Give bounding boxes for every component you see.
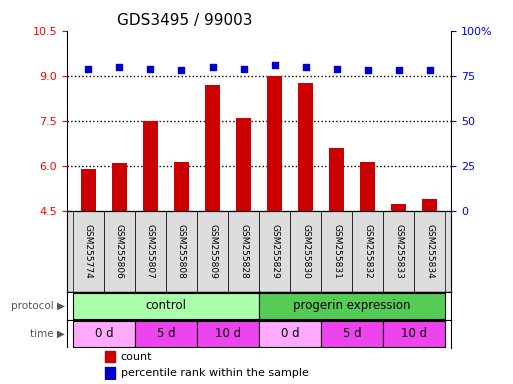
Text: GSM255832: GSM255832	[363, 223, 372, 278]
FancyBboxPatch shape	[197, 212, 228, 292]
Point	[177, 68, 186, 74]
Text: GSM255807: GSM255807	[146, 223, 155, 278]
Text: GSM255774: GSM255774	[84, 223, 93, 278]
FancyBboxPatch shape	[166, 212, 197, 292]
Text: time ▶: time ▶	[30, 329, 65, 339]
Point	[364, 68, 372, 74]
Text: GDS3495 / 99003: GDS3495 / 99003	[116, 13, 252, 28]
Point	[302, 64, 310, 70]
Text: GSM255831: GSM255831	[332, 223, 341, 278]
FancyBboxPatch shape	[290, 212, 321, 292]
Text: GSM255830: GSM255830	[301, 223, 310, 278]
Text: GSM255806: GSM255806	[115, 223, 124, 278]
FancyBboxPatch shape	[321, 321, 383, 347]
Bar	[112, 163, 127, 347]
Text: GSM255829: GSM255829	[270, 223, 279, 278]
Point	[115, 64, 124, 70]
Text: percentile rank within the sample: percentile rank within the sample	[121, 368, 308, 378]
Bar	[205, 85, 220, 347]
Bar	[267, 76, 282, 347]
Bar	[81, 169, 96, 347]
Text: 0 d: 0 d	[94, 328, 113, 341]
Bar	[105, 367, 115, 379]
Text: 0 d: 0 d	[281, 328, 300, 341]
Bar	[360, 162, 376, 347]
Text: control: control	[146, 300, 187, 312]
Bar	[391, 204, 406, 347]
Text: GSM255834: GSM255834	[425, 223, 434, 278]
Bar	[174, 162, 189, 347]
Text: progerin expression: progerin expression	[293, 300, 411, 312]
Text: GSM255828: GSM255828	[239, 223, 248, 278]
FancyBboxPatch shape	[352, 212, 383, 292]
FancyBboxPatch shape	[383, 212, 414, 292]
Text: GSM255808: GSM255808	[177, 223, 186, 278]
FancyBboxPatch shape	[73, 293, 259, 318]
Bar	[329, 148, 344, 347]
FancyBboxPatch shape	[135, 212, 166, 292]
Text: 10 d: 10 d	[401, 328, 427, 341]
Bar	[236, 118, 251, 347]
FancyBboxPatch shape	[321, 212, 352, 292]
FancyBboxPatch shape	[197, 321, 259, 347]
Bar	[422, 199, 438, 347]
FancyBboxPatch shape	[104, 212, 135, 292]
Text: protocol ▶: protocol ▶	[11, 301, 65, 311]
FancyBboxPatch shape	[259, 293, 445, 318]
Point	[426, 68, 434, 74]
Text: GSM255833: GSM255833	[394, 223, 403, 278]
Bar	[298, 83, 313, 347]
FancyBboxPatch shape	[259, 212, 290, 292]
Bar	[143, 121, 158, 347]
Bar	[105, 351, 115, 362]
Text: 10 d: 10 d	[215, 328, 241, 341]
FancyBboxPatch shape	[414, 212, 445, 292]
FancyBboxPatch shape	[135, 321, 197, 347]
FancyBboxPatch shape	[73, 212, 104, 292]
Point	[146, 66, 154, 72]
FancyBboxPatch shape	[259, 321, 321, 347]
Text: 5 d: 5 d	[156, 328, 175, 341]
FancyBboxPatch shape	[228, 212, 259, 292]
Text: 5 d: 5 d	[343, 328, 362, 341]
Point	[84, 66, 92, 72]
Text: GSM255809: GSM255809	[208, 223, 217, 278]
Point	[394, 68, 403, 74]
Point	[270, 62, 279, 68]
FancyBboxPatch shape	[383, 321, 445, 347]
Text: count: count	[121, 352, 152, 362]
FancyBboxPatch shape	[73, 321, 135, 347]
Point	[208, 64, 216, 70]
Point	[332, 66, 341, 72]
Point	[240, 66, 248, 72]
